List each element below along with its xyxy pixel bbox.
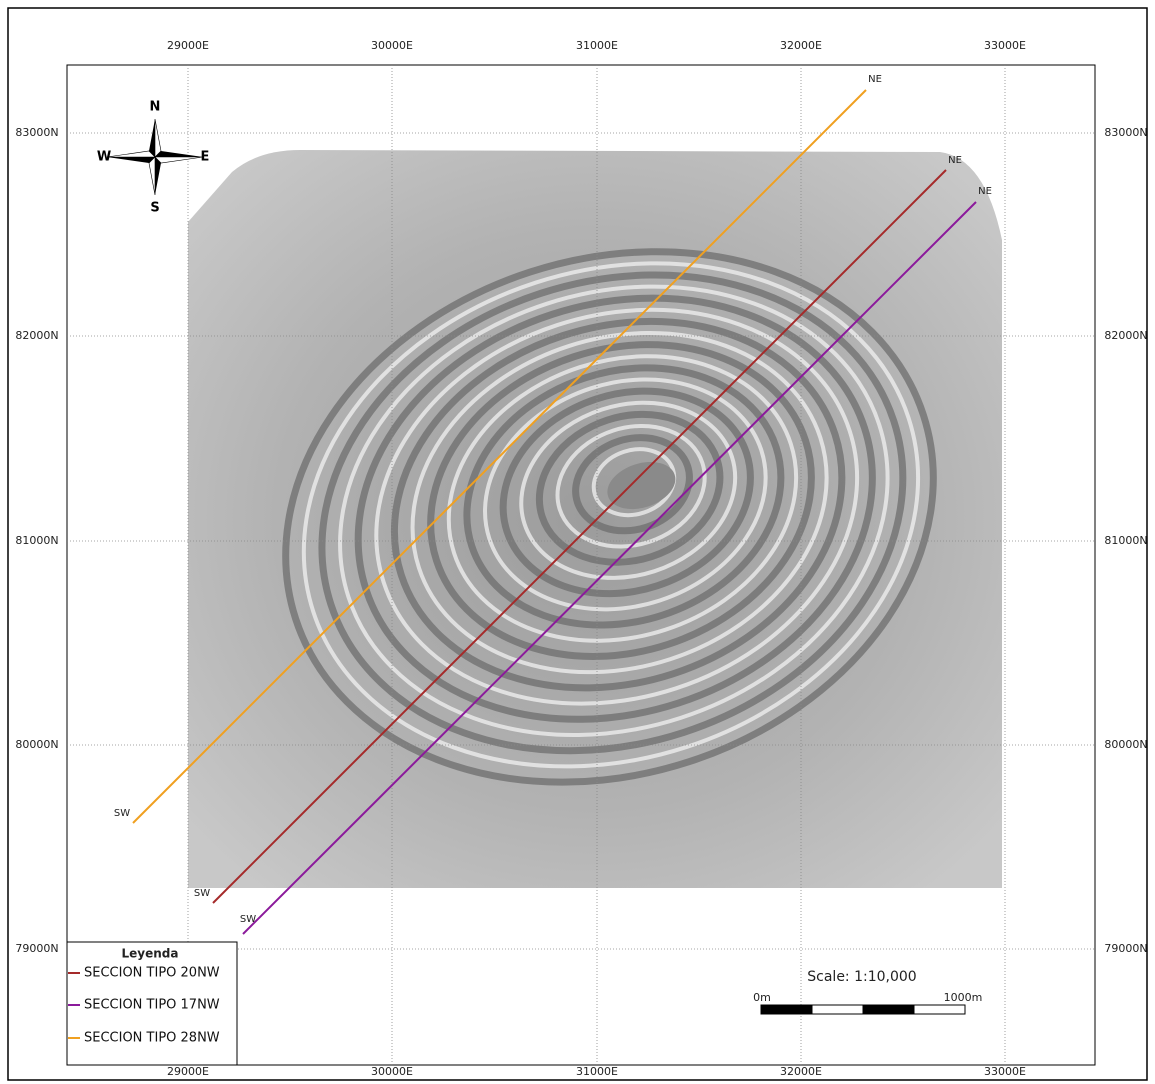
legend-title: Leyenda — [122, 947, 179, 961]
x-tick-label: 29000E — [167, 1065, 209, 1078]
map-figure: 29000E 29000E 30000E 30000E 31000E 31000E 3200… — [0, 0, 1155, 1084]
x-tick-label: 30000E — [371, 1065, 413, 1078]
compass-s: S — [150, 201, 159, 216]
section-sw-label: SW — [240, 914, 256, 925]
y-tick-label: 81000N — [1104, 534, 1147, 547]
section-sw-label: SW — [194, 888, 210, 899]
legend-label: SECCION TIPO 20NW — [84, 966, 220, 981]
y-tick-label: 82000N — [15, 329, 58, 342]
x-tick-label: 31000E — [576, 1065, 618, 1078]
y-tick-label: 80000N — [15, 738, 58, 751]
x-tick-label: 32000E — [780, 39, 822, 52]
scale-segment — [914, 1005, 965, 1014]
page: { "map": { "x_ticks": ["29000E", "30000E… — [0, 0, 1155, 1084]
x-tick-label: 33000E — [984, 39, 1026, 52]
x-tick-label: 33000E — [984, 1065, 1026, 1078]
compass-n: N — [150, 100, 161, 115]
y-tick-label: 83000N — [15, 126, 58, 139]
section-ne-label: NE — [868, 74, 882, 85]
y-tick-label: 81000N — [15, 534, 58, 547]
terrain — [188, 150, 1003, 888]
y-tick-label: 79000N — [1104, 942, 1147, 955]
scale-segment — [761, 1005, 812, 1014]
scale-segment — [812, 1005, 863, 1014]
y-tick-label: 83000N — [1104, 126, 1147, 139]
legend-label: SECCION TIPO 28NW — [84, 1031, 220, 1046]
scale-start: 0m — [753, 991, 771, 1004]
section-ne-label: NE — [948, 155, 962, 166]
x-tick-label: 31000E — [576, 39, 618, 52]
x-tick-label: 32000E — [780, 1065, 822, 1078]
scale-title: Scale: 1:10,000 — [807, 969, 916, 985]
section-sw-label: SW — [114, 808, 130, 819]
x-tick-label: 30000E — [371, 39, 413, 52]
scale-segment — [863, 1005, 914, 1014]
y-tick-label: 82000N — [1104, 329, 1147, 342]
legend-label: SECCION TIPO 17NW — [84, 998, 220, 1013]
y-tick-label: 79000N — [15, 942, 58, 955]
x-tick-label: 29000E — [167, 39, 209, 52]
scale-end: 1000m — [944, 991, 983, 1004]
section-ne-label: NE — [978, 186, 992, 197]
compass-e: E — [201, 150, 210, 165]
compass-w: W — [97, 150, 111, 165]
y-tick-label: 80000N — [1104, 738, 1147, 751]
